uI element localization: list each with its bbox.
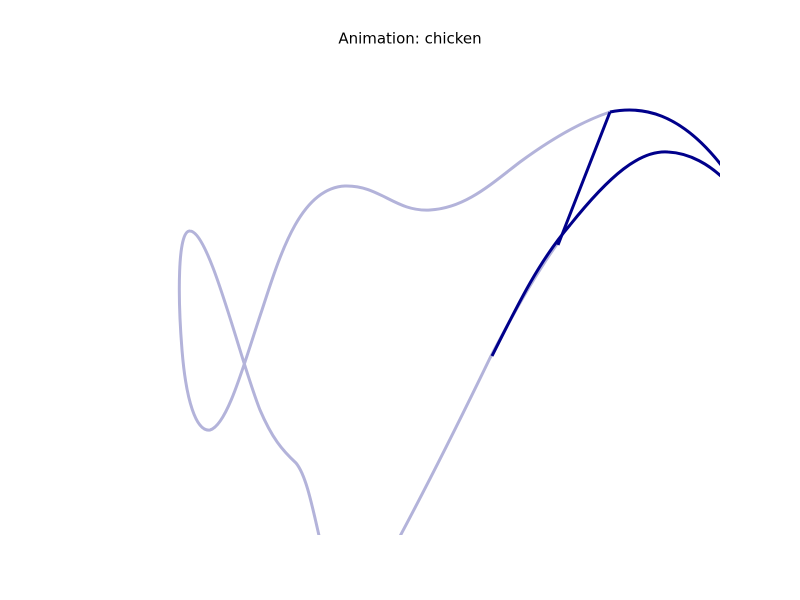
segment-curve (609, 108, 720, 167)
plot-area (177, 108, 720, 535)
segment-line (556, 111, 612, 246)
title: Animation: chicken (338, 30, 481, 48)
segment-curve (490, 150, 720, 357)
trail-curve (177, 110, 611, 535)
trail-curve (398, 239, 562, 535)
